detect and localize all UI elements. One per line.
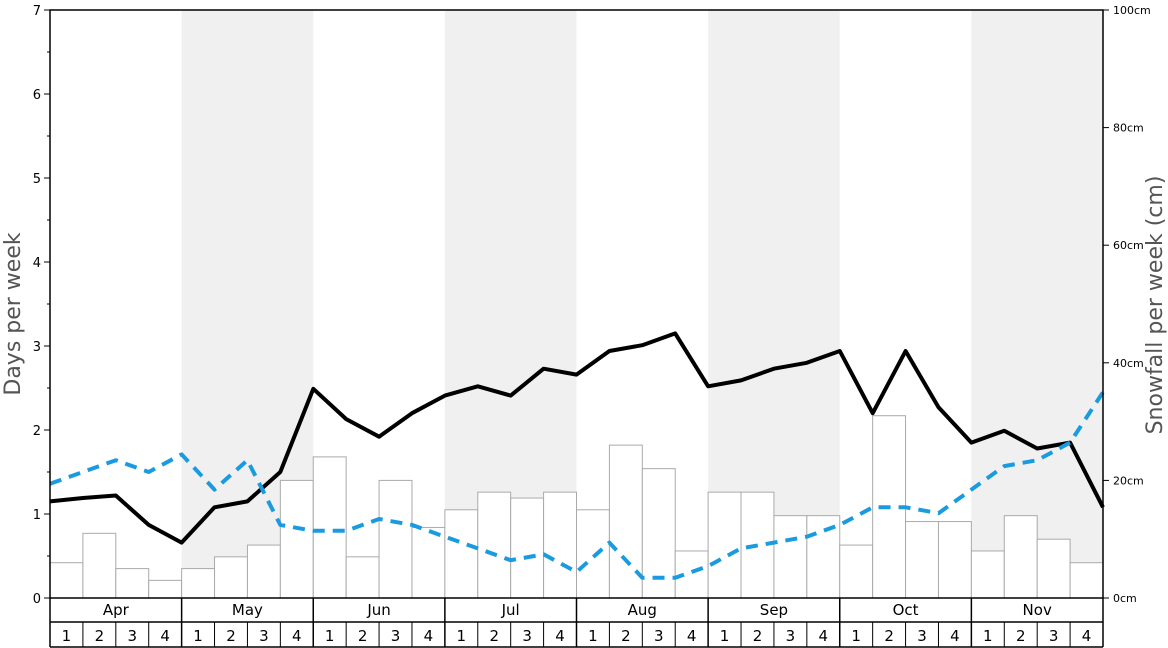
week-label: 3 (391, 627, 401, 645)
y-right-tick-label: 80cm (1113, 122, 1144, 135)
month-label-oct: Oct (893, 601, 919, 619)
snowfall-bar (1036, 538, 1071, 599)
snowfall-bar (937, 521, 972, 599)
week-label: 2 (884, 627, 894, 645)
y-left-tick-label: 2 (33, 424, 41, 439)
week-label: 4 (950, 627, 960, 645)
snowfall-bar (345, 556, 380, 599)
snowfall-bar (970, 550, 1005, 599)
week-label: 4 (160, 627, 170, 645)
week-label: 3 (1049, 627, 1059, 645)
snowfall-bar (1069, 562, 1104, 599)
week-label: 2 (621, 627, 631, 645)
snowfall-bar (773, 515, 808, 599)
x-axis-months-weeks: Apr 1 2 3 4 May 1 2 3 4 Jun 1 2 3 4 Jul 1 2 3 4 Aug 1 2 3 4 Sep 1 2… (49, 598, 1104, 648)
week-label: 2 (1016, 627, 1026, 645)
week-label: 3 (654, 627, 664, 645)
month-label-jun: Jun (366, 601, 390, 619)
week-label: 1 (983, 627, 993, 645)
snowfall-bar (444, 509, 479, 599)
week-label: 1 (193, 627, 203, 645)
week-label: 2 (358, 627, 368, 645)
y-right-tick-label: 20cm (1113, 474, 1144, 487)
snowfall-bar (214, 556, 248, 599)
week-label: 4 (555, 627, 565, 645)
week-label: 1 (62, 627, 72, 645)
y-right-tick-label: 100cm (1113, 4, 1151, 17)
snowfall-bar (510, 497, 545, 599)
week-label: 4 (1082, 627, 1092, 645)
month-band-nov (971, 10, 1103, 598)
week-label: 1 (325, 627, 335, 645)
y-left-tick-label: 4 (33, 256, 41, 271)
y-axis-right-title: Snowfall per week (cm) (1143, 176, 1168, 435)
snowfall-bar (279, 479, 314, 599)
y-left-tick-label: 3 (33, 340, 41, 355)
snowfall-bar (1003, 515, 1038, 599)
week-label: 1 (588, 627, 598, 645)
snowfall-bar (82, 532, 117, 599)
week-label: 4 (819, 627, 829, 645)
snowfall-bar (181, 568, 216, 599)
snowfall-bar (246, 544, 281, 599)
y-axis-left-title: Days per week (1, 232, 26, 395)
week-label: 1 (720, 627, 730, 645)
dashed-line-series (49, 391, 1105, 580)
snowfall-bar (806, 515, 841, 599)
month-label-jul: Jul (501, 601, 520, 619)
y-left-tick-label: 6 (33, 88, 41, 103)
snowfall-bar (576, 509, 610, 599)
y-right-tick-label: 0cm (1113, 592, 1137, 605)
snowfall-bar (115, 568, 150, 599)
snowfall-bar (543, 491, 577, 599)
y-left-tick-label: 0 (33, 592, 41, 607)
week-label: 3 (917, 627, 927, 645)
month-label-aug: Aug (628, 601, 657, 619)
month-label-apr: Apr (103, 601, 130, 619)
y-right-tick-label: 60cm (1113, 239, 1144, 252)
y-right-tick-label: 40cm (1113, 357, 1144, 370)
month-bands (181, 10, 1103, 598)
week-label: 1 (457, 627, 467, 645)
week-label: 3 (127, 627, 137, 645)
week-label: 2 (95, 627, 105, 645)
week-label: 4 (424, 627, 434, 645)
snowfall-bar (148, 579, 183, 599)
y-left-tick-label: 5 (33, 172, 41, 187)
series-lines (49, 331, 1105, 580)
y-axis-right: 0cm 20cm 40cm 60cm 80cm 100cm (1103, 4, 1151, 605)
snowfall-bar (411, 526, 446, 599)
week-label: 3 (786, 627, 796, 645)
month-label-nov: Nov (1023, 601, 1052, 619)
snowfall-bar (905, 521, 939, 599)
week-label: 4 (292, 627, 302, 645)
week-label: 2 (753, 627, 763, 645)
snowfall-bar (477, 491, 512, 599)
solid-line-series (49, 331, 1105, 545)
month-label-may: May (232, 601, 263, 619)
y-left-tick-label: 7 (33, 4, 41, 19)
y-axis-left: 0 1 2 3 4 5 6 7 (33, 4, 50, 607)
snowfall-bar (49, 562, 84, 599)
snowfall-bar (312, 456, 347, 599)
snowfall-bar (707, 491, 742, 599)
week-label: 3 (522, 627, 532, 645)
week-label: 2 (226, 627, 236, 645)
snowfall-bar (839, 544, 874, 599)
week-label: 2 (489, 627, 499, 645)
week-label: 1 (851, 627, 861, 645)
snowfall-bar (378, 479, 413, 599)
y-left-tick-label: 1 (33, 508, 41, 523)
month-label-sep: Sep (760, 601, 788, 619)
week-label: 4 (687, 627, 697, 645)
week-label: 3 (259, 627, 269, 645)
